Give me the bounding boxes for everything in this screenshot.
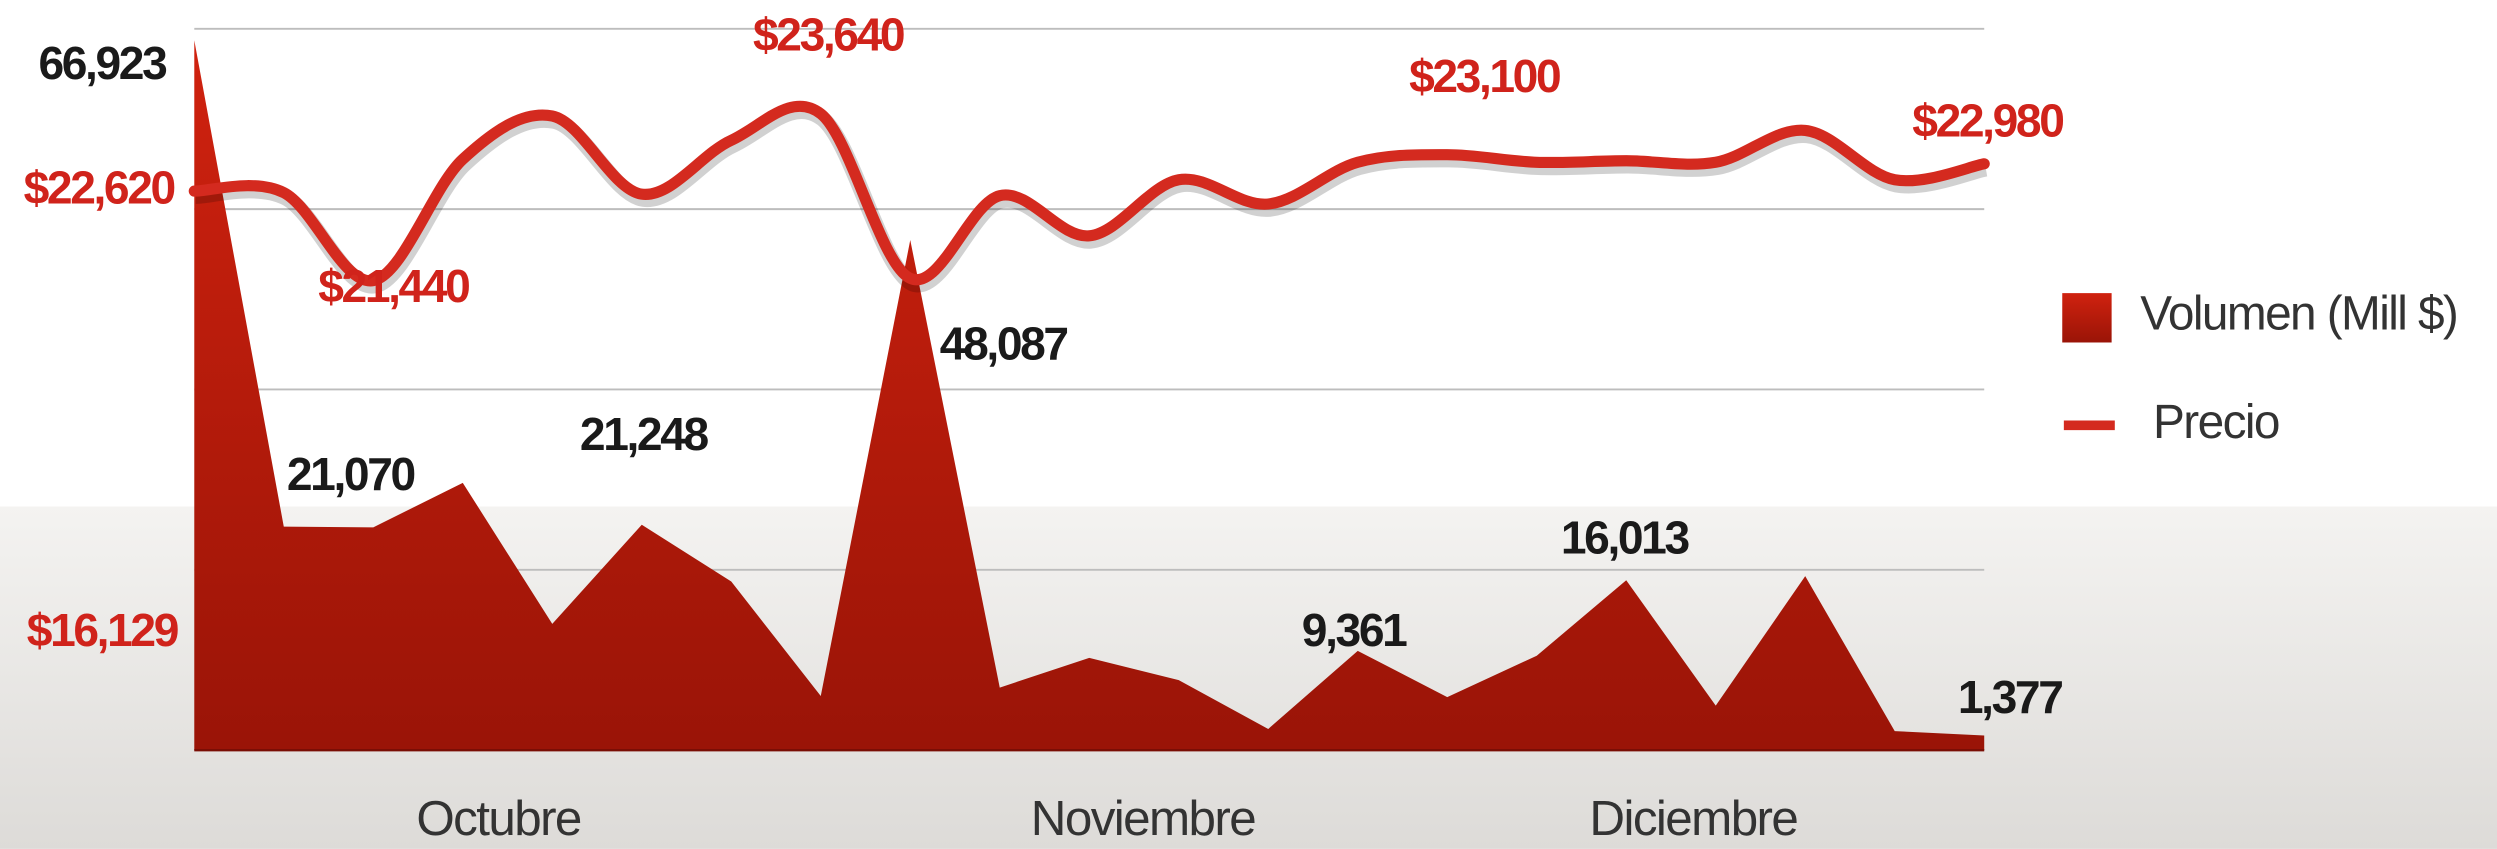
data-label: 1,377	[1958, 671, 2062, 723]
month-label: Octubre	[416, 791, 581, 846]
data-label: 48,087	[940, 317, 1068, 369]
legend-swatch	[2062, 293, 2112, 343]
data-label: $22,980	[1912, 95, 2063, 147]
labels: 66,923 21,070 21,248 48,087 9,361 16,013 1,377…	[24, 9, 2066, 846]
month-label: Noviembre	[1031, 791, 1255, 846]
volume-area	[194, 40, 1985, 751]
data-label: 66,923	[38, 37, 167, 89]
data-label: $23,640	[753, 9, 904, 61]
data-label: 16,013	[1561, 512, 1690, 564]
data-label: 21,070	[287, 448, 415, 500]
price-line	[188, 100, 1990, 287]
data-label: $23,100	[1409, 50, 1560, 102]
data-label: 9,361	[1302, 604, 1407, 656]
legend-label: Precio	[2153, 396, 2279, 449]
data-label: $22,620	[24, 161, 175, 213]
legend: Volumen (Mill $) Precio	[2062, 288, 2459, 449]
data-label: 21,248	[580, 408, 709, 460]
data-label: $21,440	[318, 260, 469, 312]
marks	[188, 40, 1990, 752]
annotation: $16,129	[27, 604, 178, 656]
month-label: Diciembre	[1589, 791, 1797, 846]
legend-label: Volumen (Mill $)	[2140, 288, 2457, 341]
